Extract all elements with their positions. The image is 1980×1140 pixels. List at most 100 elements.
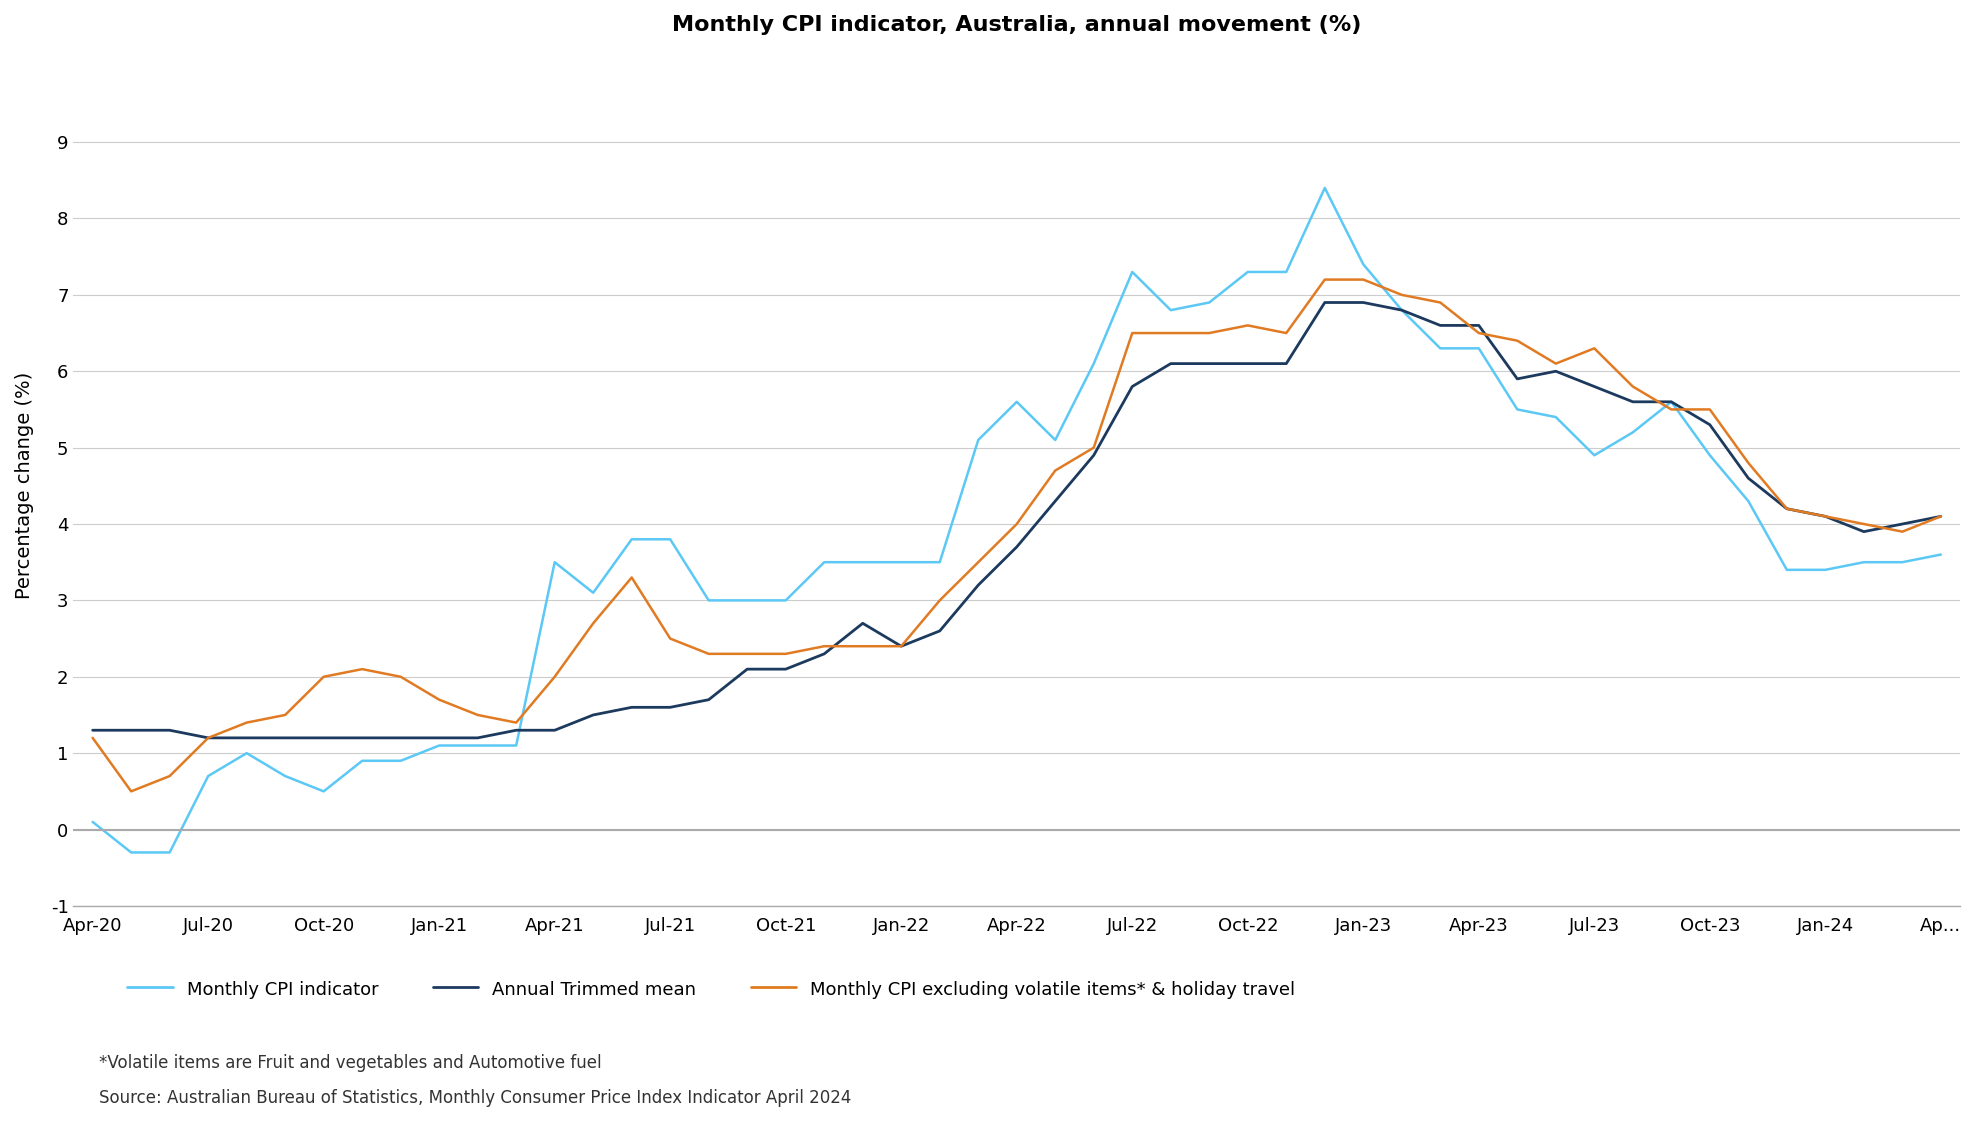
Monthly CPI indicator [1352, 258, 1376, 271]
Monthly CPI excluding volatile items* & holiday travel [1659, 402, 1683, 416]
Line: Monthly CPI indicator: Monthly CPI indicator [93, 188, 1940, 853]
Monthly CPI excluding volatile items* & holiday travel [620, 571, 644, 585]
Monthly CPI excluding volatile items* & holiday travel [1929, 510, 1952, 523]
Monthly CPI excluding volatile items* & holiday travel [582, 617, 606, 630]
Annual Trimmed mean [543, 724, 566, 738]
Monthly CPI indicator [620, 532, 644, 546]
Title: Monthly CPI indicator, Australia, annual movement (%): Monthly CPI indicator, Australia, annual… [671, 15, 1362, 35]
Monthly CPI excluding volatile items* & holiday travel [1121, 326, 1144, 340]
Line: Monthly CPI excluding volatile items* & holiday travel: Monthly CPI excluding volatile items* & … [93, 279, 1940, 791]
Monthly CPI indicator [81, 815, 105, 829]
Monthly CPI excluding volatile items* & holiday travel [1544, 357, 1568, 370]
Monthly CPI excluding volatile items* & holiday travel [1006, 518, 1030, 531]
Monthly CPI indicator [929, 555, 952, 569]
Monthly CPI excluding volatile items* & holiday travel [774, 648, 798, 661]
Annual Trimmed mean [158, 724, 182, 738]
Annual Trimmed mean [1699, 418, 1723, 432]
Monthly CPI excluding volatile items* & holiday travel [1275, 326, 1299, 340]
Annual Trimmed mean [81, 724, 105, 738]
Monthly CPI indicator [1006, 394, 1030, 408]
Annual Trimmed mean [620, 700, 644, 714]
Annual Trimmed mean [1198, 357, 1222, 370]
Monthly CPI excluding volatile items* & holiday travel [929, 594, 952, 608]
Annual Trimmed mean [1275, 357, 1299, 370]
Monthly CPI indicator [158, 846, 182, 860]
Monthly CPI indicator [735, 594, 758, 608]
Monthly CPI excluding volatile items* & holiday travel [889, 640, 913, 653]
Annual Trimmed mean [1851, 524, 1875, 538]
Annual Trimmed mean [812, 648, 836, 661]
Monthly CPI excluding volatile items* & holiday travel [1236, 318, 1259, 332]
Annual Trimmed mean [1043, 495, 1067, 508]
Monthly CPI excluding volatile items* & holiday travel [1891, 524, 1915, 538]
Y-axis label: Percentage change (%): Percentage change (%) [16, 372, 34, 600]
Monthly CPI excluding volatile items* & holiday travel [543, 670, 566, 684]
Monthly CPI indicator [1699, 448, 1723, 462]
Monthly CPI indicator [812, 555, 836, 569]
Monthly CPI indicator [236, 747, 259, 760]
Monthly CPI excluding volatile items* & holiday travel [1158, 326, 1182, 340]
Monthly CPI indicator [1891, 555, 1915, 569]
Annual Trimmed mean [505, 724, 529, 738]
Annual Trimmed mean [1774, 502, 1798, 515]
Monthly CPI indicator [1390, 303, 1414, 317]
Annual Trimmed mean [1006, 540, 1030, 554]
Monthly CPI excluding volatile items* & holiday travel [1774, 502, 1798, 515]
Monthly CPI excluding volatile items* & holiday travel [273, 708, 297, 722]
Annual Trimmed mean [1428, 318, 1451, 332]
Monthly CPI indicator [1158, 303, 1182, 317]
Monthly CPI indicator [428, 739, 451, 752]
Line: Annual Trimmed mean: Annual Trimmed mean [93, 302, 1940, 738]
Annual Trimmed mean [428, 731, 451, 744]
Monthly CPI excluding volatile items* & holiday travel [966, 555, 990, 569]
Monthly CPI indicator [543, 555, 566, 569]
Monthly CPI indicator [1505, 402, 1529, 416]
Annual Trimmed mean [929, 624, 952, 637]
Monthly CPI indicator [1275, 266, 1299, 279]
Text: Source: Australian Bureau of Statistics, Monthly Consumer Price Index Indicator : Source: Australian Bureau of Statistics,… [99, 1089, 851, 1107]
Monthly CPI indicator [1659, 394, 1683, 408]
Monthly CPI excluding volatile items* & holiday travel [1851, 518, 1875, 531]
Monthly CPI excluding volatile items* & holiday travel [1814, 510, 1837, 523]
Annual Trimmed mean [236, 731, 259, 744]
Monthly CPI indicator [311, 784, 335, 798]
Monthly CPI indicator [388, 754, 412, 767]
Annual Trimmed mean [697, 693, 721, 707]
Annual Trimmed mean [1352, 295, 1376, 309]
Monthly CPI indicator [505, 739, 529, 752]
Monthly CPI excluding volatile items* & holiday travel [1043, 464, 1067, 478]
Annual Trimmed mean [1467, 318, 1491, 332]
Monthly CPI indicator [1043, 433, 1067, 447]
Annual Trimmed mean [311, 731, 335, 744]
Monthly CPI indicator [119, 846, 143, 860]
Monthly CPI excluding volatile items* & holiday travel [236, 716, 259, 730]
Annual Trimmed mean [582, 708, 606, 722]
Annual Trimmed mean [1081, 448, 1105, 462]
Annual Trimmed mean [119, 724, 143, 738]
Monthly CPI indicator [697, 594, 721, 608]
Annual Trimmed mean [1158, 357, 1182, 370]
Annual Trimmed mean [1544, 365, 1568, 378]
Text: *Volatile items are Fruit and vegetables and Automotive fuel: *Volatile items are Fruit and vegetables… [99, 1054, 602, 1073]
Annual Trimmed mean [1929, 510, 1952, 523]
Annual Trimmed mean [1582, 380, 1606, 393]
Monthly CPI indicator [350, 754, 374, 767]
Annual Trimmed mean [657, 700, 681, 714]
Annual Trimmed mean [1121, 380, 1144, 393]
Annual Trimmed mean [1313, 295, 1336, 309]
Annual Trimmed mean [1622, 394, 1645, 408]
Annual Trimmed mean [388, 731, 412, 744]
Monthly CPI excluding volatile items* & holiday travel [388, 670, 412, 684]
Monthly CPI indicator [1544, 410, 1568, 424]
Monthly CPI indicator [1428, 342, 1451, 356]
Monthly CPI excluding volatile items* & holiday travel [196, 731, 220, 744]
Monthly CPI indicator [465, 739, 489, 752]
Monthly CPI indicator [1774, 563, 1798, 577]
Monthly CPI excluding volatile items* & holiday travel [350, 662, 374, 676]
Monthly CPI indicator [1198, 295, 1222, 309]
Monthly CPI indicator [1582, 448, 1606, 462]
Monthly CPI excluding volatile items* & holiday travel [1582, 342, 1606, 356]
Legend: Monthly CPI indicator, Annual Trimmed mean, Monthly CPI excluding volatile items: Monthly CPI indicator, Annual Trimmed me… [121, 972, 1303, 1007]
Monthly CPI indicator [1736, 495, 1760, 508]
Annual Trimmed mean [774, 662, 798, 676]
